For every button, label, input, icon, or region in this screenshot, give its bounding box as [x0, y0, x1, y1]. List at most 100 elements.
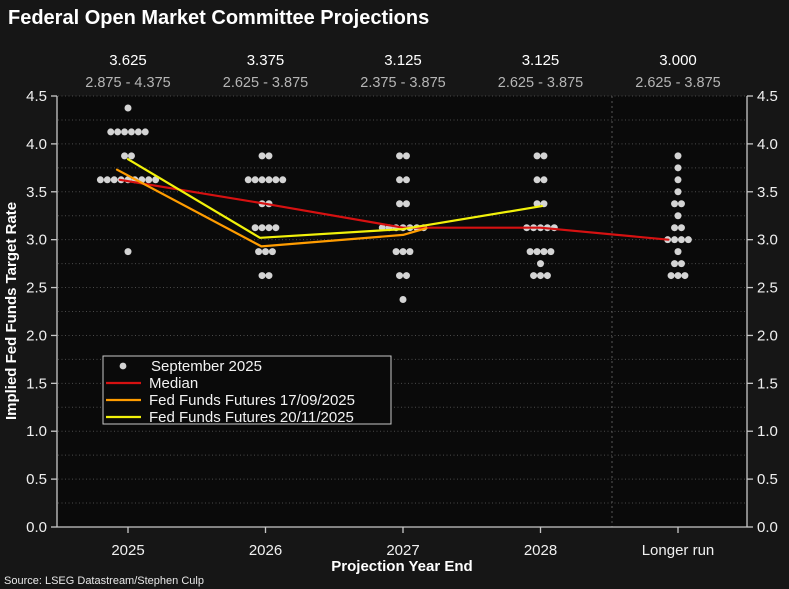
projection-dot: [279, 176, 287, 184]
projection-dot: [533, 176, 541, 184]
series-lines: [115, 158, 670, 248]
x-axis-label: Projection Year End: [331, 558, 472, 575]
projection-dot: [526, 248, 534, 256]
y-tick-label-right: 4.5: [757, 88, 778, 105]
projection-dot: [145, 176, 153, 184]
legend: September 2025 Median Fed Funds Futures …: [102, 355, 392, 426]
projection-dot: [272, 176, 280, 184]
y-tick-label-right: 3.0: [757, 232, 778, 249]
tick-labels: 4.5 4.5 4.0 4.0 3.5 3.5 3.0 3.0 2.5 2.5 2.0 2.0 1.5 1…: [26, 88, 778, 559]
projection-dot: [244, 176, 252, 184]
y-tick-label-right: 0.0: [757, 519, 778, 536]
y-tick-label-left: 2.5: [26, 280, 47, 297]
column-range-label: 2.875 - 4.375: [85, 75, 170, 91]
legend-label-futures-2011: Fed Funds Futures 20/11/2025: [149, 409, 354, 426]
source-credit: Source: LSEG Datastream/Stephen Culp: [4, 575, 204, 587]
projection-dot: [396, 152, 404, 160]
legend-box: [102, 355, 392, 425]
projection-dot: [121, 152, 129, 160]
projection-dot: [258, 224, 266, 232]
projection-dot: [124, 248, 132, 256]
y-tick-label-left: 4.5: [26, 88, 47, 105]
projection-dot: [530, 272, 538, 280]
column-median-label: 3.125: [384, 52, 422, 69]
y-tick-label-left: 2.0: [26, 327, 47, 344]
projection-dot: [681, 272, 689, 280]
column-median-label: 3.125: [522, 52, 560, 69]
projection-dot: [258, 152, 266, 160]
projection-dot: [674, 152, 682, 160]
projection-dot: [114, 128, 122, 136]
projection-dot: [671, 236, 679, 244]
projection-dot: [674, 272, 682, 280]
projection-dot: [262, 248, 269, 256]
y-tick-label-left: 3.5: [26, 184, 47, 201]
projection-dot: [674, 176, 682, 184]
projection-dot: [265, 152, 273, 160]
projection-dot: [255, 248, 263, 256]
projection-dot: [671, 200, 679, 208]
y-tick-label-right: 1.5: [757, 375, 778, 392]
projection-dot: [677, 200, 685, 208]
column-range-label: 2.375 - 3.875: [360, 75, 445, 91]
column-median-label: 3.000: [659, 52, 697, 69]
projection-dot: [396, 272, 404, 280]
projection-dot: [392, 248, 400, 256]
projection-dot: [110, 176, 118, 184]
column-range-label: 2.625 - 3.875: [635, 75, 720, 91]
projection-dot: [674, 188, 682, 196]
projection-dot: [265, 176, 273, 184]
y-tick-label-left: 0.5: [26, 471, 47, 488]
projection-dot: [124, 104, 132, 112]
projection-dot: [141, 128, 149, 136]
projection-dot: [537, 272, 544, 280]
projection-dot: [543, 272, 551, 280]
projection-dot: [152, 176, 160, 184]
projection-dot: [547, 248, 555, 256]
projection-dot: [272, 224, 280, 232]
projection-dot: [402, 176, 410, 184]
projection-dot: [396, 200, 404, 208]
legend-label-futures-1709: Fed Funds Futures 17/09/2025: [149, 392, 355, 409]
series-line-fed-funds-futures-17-09-2025: [115, 168, 428, 248]
x-tick-label: 2025: [111, 542, 144, 559]
y-tick-label-left: 3.0: [26, 232, 47, 249]
projection-dot: [258, 176, 266, 184]
projection-dot: [674, 164, 682, 172]
projection-dot: [540, 152, 548, 160]
projection-dot: [399, 248, 407, 256]
series-line-fed-funds-futures-20-11-2025: [126, 158, 544, 239]
projection-dot: [251, 176, 259, 184]
projection-dot: [533, 248, 541, 256]
y-tick-label-right: 4.0: [757, 136, 778, 153]
projection-dot: [399, 296, 407, 304]
projection-dot: [402, 272, 410, 280]
x-tick-label: 2026: [249, 542, 282, 559]
legend-september-dot-marker: [119, 362, 127, 370]
y-tick-label-right: 2.5: [757, 280, 778, 297]
projection-dot: [671, 224, 679, 232]
projection-dot: [667, 272, 675, 280]
projection-dot: [684, 236, 692, 244]
column-range-label: 2.625 - 3.875: [498, 75, 583, 91]
y-tick-label-right: 0.5: [757, 471, 778, 488]
column-summary-labels: 3.625 2.875 - 4.375 3.375 2.625 - 3.875 3.12…: [85, 52, 720, 91]
projection-dot: [107, 128, 115, 136]
projection-dot: [406, 248, 414, 256]
projection-dot: [96, 176, 104, 184]
projection-dot: [121, 128, 129, 136]
projection-dot: [402, 200, 410, 208]
y-tick-label-left: 1.0: [26, 423, 47, 440]
legend-label-september-2025: September 2025: [151, 358, 262, 375]
projection-dot: [396, 176, 404, 184]
axes: [51, 95, 753, 533]
projection-dot: [540, 176, 548, 184]
column-range-label: 2.625 - 3.875: [223, 75, 308, 91]
projection-dot: [674, 248, 682, 256]
projection-dot: [103, 176, 111, 184]
y-tick-label-left: 1.5: [26, 375, 47, 392]
x-tick-label: 2027: [386, 542, 419, 559]
y-tick-label-right: 2.0: [757, 327, 778, 344]
